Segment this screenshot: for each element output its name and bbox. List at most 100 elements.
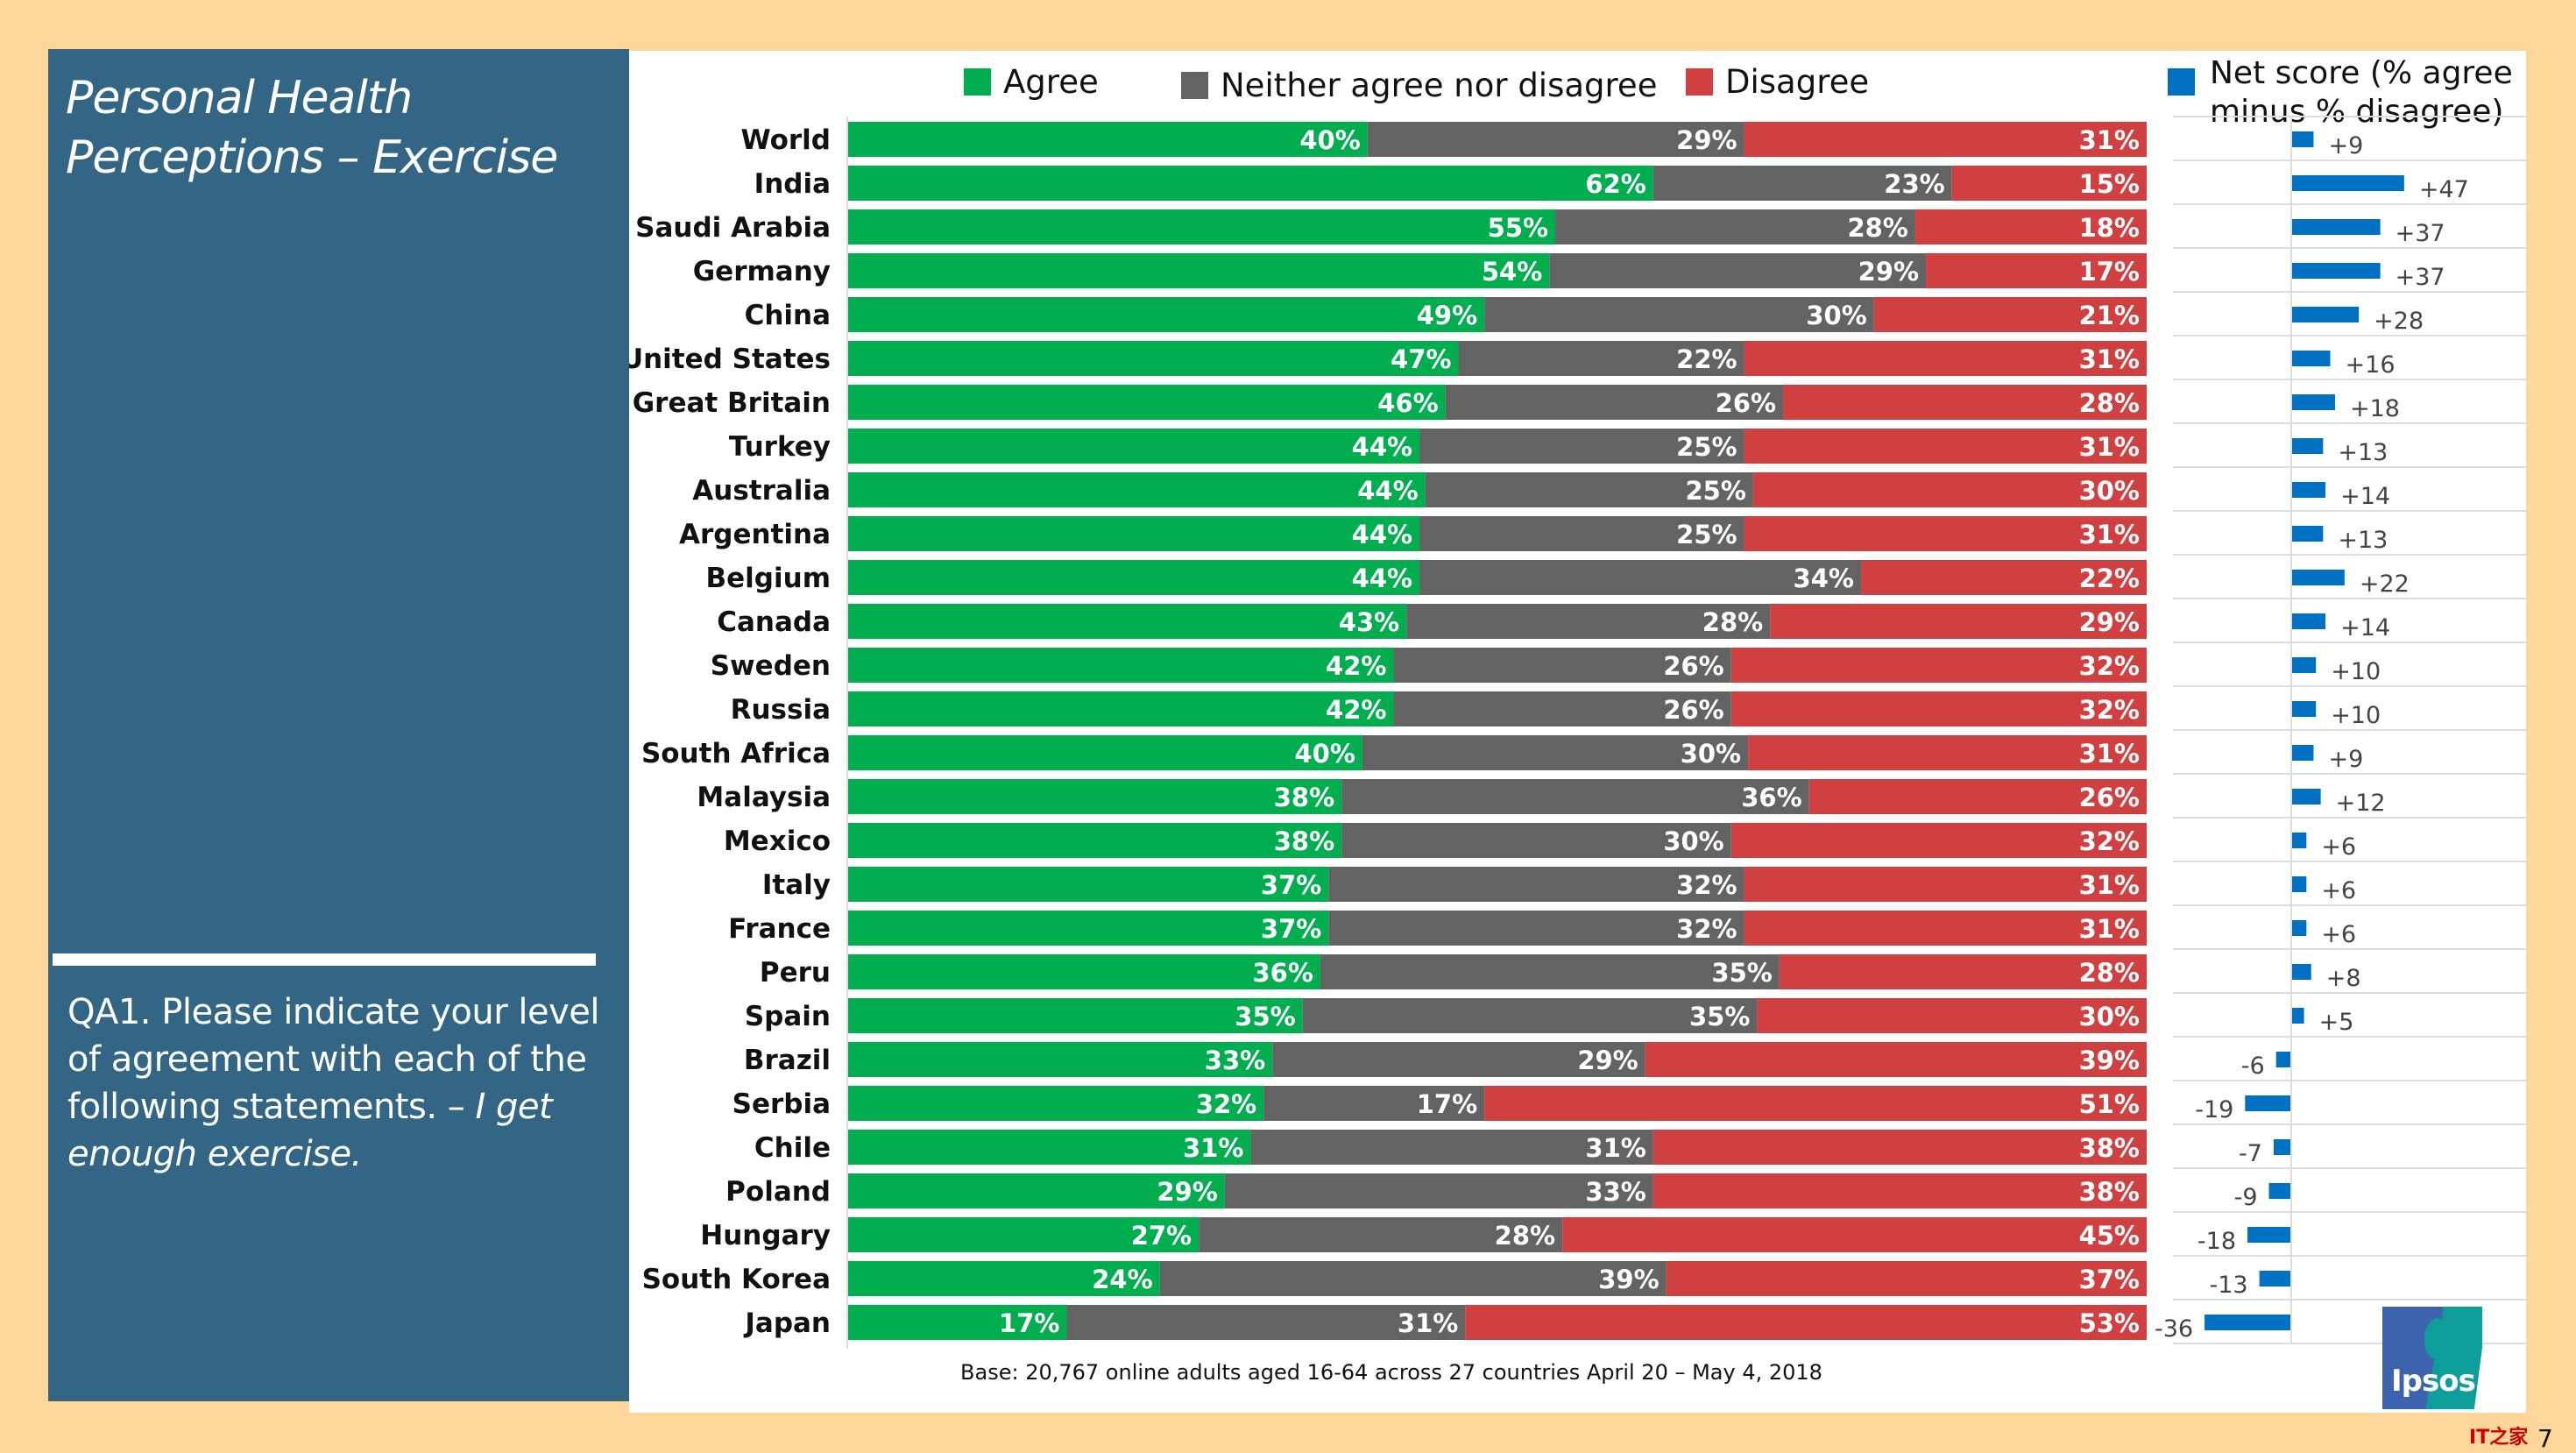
bar-segment-disagree (1779, 954, 2147, 989)
bar-segment-agree (848, 998, 1303, 1033)
bar-label-neither: 36% (1741, 783, 1801, 812)
bar-segment-agree (848, 341, 1459, 376)
bar-label-disagree: 39% (2079, 1045, 2140, 1075)
bar-segment-agree (848, 1173, 1225, 1208)
bar-segment-agree (848, 823, 1342, 858)
bar-segment-agree (848, 1261, 1160, 1296)
bar-label-disagree: 31% (2079, 520, 2140, 549)
net-label: +6 (2321, 877, 2356, 904)
bar-label-agree: 55% (1488, 213, 1548, 243)
bar-segment-neither (1393, 648, 1731, 683)
country-label: Brazil (744, 1045, 831, 1076)
bar-label-neither: 33% (1585, 1177, 1645, 1207)
bar-segment-disagree (1484, 1086, 2147, 1121)
net-bar (2292, 219, 2381, 235)
bar-label-disagree: 21% (2079, 301, 2140, 330)
bar-label-disagree: 30% (2079, 1002, 2140, 1031)
net-label: -36 (2155, 1315, 2193, 1343)
net-label: +37 (2396, 264, 2445, 291)
bar-segment-neither (1328, 867, 1744, 902)
bar-segment-agree (848, 1086, 1264, 1121)
net-label: +9 (2328, 746, 2363, 773)
legend-label-net: Net score (% agree minus % disagree) (2210, 55, 2513, 130)
country-label: Australia (692, 475, 831, 507)
net-label: -7 (2239, 1140, 2262, 1167)
question-text: QA1. Please indicate your level of agree… (67, 989, 611, 1178)
bar-label-agree: 38% (1274, 783, 1334, 812)
bar-segment-disagree (1744, 911, 2147, 946)
bar-segment-agree (848, 560, 1420, 595)
bar-segment-agree (848, 472, 1426, 507)
bar-segment-disagree (1730, 691, 2147, 726)
net-label: -18 (2197, 1228, 2236, 1255)
bar-segment-disagree (1744, 122, 2147, 157)
net-bar (2292, 438, 2324, 454)
bar-segment-disagree (1770, 604, 2147, 639)
bar-segment-disagree (1873, 297, 2147, 332)
net-label: +22 (2360, 571, 2410, 598)
net-bar (2204, 1315, 2290, 1330)
net-bar (2292, 570, 2345, 585)
net-label: +6 (2321, 921, 2356, 948)
net-label: +13 (2338, 439, 2388, 466)
bar-label-neither: 25% (1676, 432, 1737, 462)
question-statement: I get enough exercise. (67, 1087, 553, 1174)
bar-label-agree: 40% (1295, 739, 1355, 769)
country-label: Mexico (724, 826, 831, 857)
bar-label-disagree: 30% (2079, 476, 2140, 506)
net-bar (2292, 964, 2311, 980)
net-label: -19 (2195, 1096, 2233, 1123)
bar-label-agree: 46% (1377, 388, 1438, 418)
bar-segment-neither (1263, 1086, 1485, 1121)
bar-label-disagree: 45% (2079, 1221, 2140, 1251)
bar-segment-neither (1419, 560, 1861, 595)
bar-segment-neither (1341, 779, 1809, 814)
country-label: South Africa (641, 738, 831, 769)
bar-label-neither: 28% (1495, 1221, 1555, 1251)
bar-label-agree: 42% (1326, 695, 1386, 725)
country-label: Malaysia (697, 782, 831, 813)
left-info-panel: Personal Health Perceptions – Exercise Q… (48, 49, 629, 1401)
bar-label-neither: 39% (1598, 1265, 1659, 1294)
bar-segment-agree (848, 297, 1485, 332)
question-prefix: QA1. Please indicate your level of agree… (67, 992, 600, 1127)
net-bar (2292, 833, 2307, 848)
bar-segment-neither (1549, 253, 1927, 288)
net-bar (2292, 876, 2307, 892)
bar-segment-disagree (1562, 1217, 2147, 1252)
bar-segment-disagree (1748, 735, 2147, 770)
bar-segment-disagree (1744, 429, 2147, 464)
country-label: Saudi Arabia (635, 212, 831, 244)
bar-label-agree: 49% (1417, 301, 1477, 330)
bar-label-neither: 28% (1702, 607, 1763, 637)
bar-label-agree: 27% (1131, 1221, 1192, 1251)
bar-segment-neither (1555, 209, 1915, 245)
bar-segment-neither (1320, 954, 1780, 989)
net-bar (2292, 307, 2360, 322)
net-label: +16 (2346, 351, 2396, 379)
bar-label-disagree: 37% (2079, 1265, 2140, 1294)
bar-label-disagree: 31% (2079, 739, 2140, 769)
country-label: Great Britain (633, 387, 831, 419)
net-label: +18 (2350, 395, 2400, 422)
country-label: Hungary (700, 1220, 831, 1251)
bar-segment-agree (848, 516, 1420, 551)
bar-segment-disagree (1783, 385, 2147, 420)
bar-label-disagree: 38% (2079, 1177, 2140, 1207)
bar-label-neither: 31% (1398, 1308, 1458, 1338)
bar-segment-neither (1425, 472, 1753, 507)
bar-label-disagree: 31% (2079, 432, 2140, 462)
legend-swatch-agree (964, 68, 991, 96)
bar-segment-agree (848, 867, 1329, 902)
bar-label-neither: 17% (1417, 1089, 1477, 1119)
legend-label-neither: Neither agree nor disagree (1221, 67, 1658, 104)
country-label: Poland (725, 1176, 831, 1208)
bar-label-agree: 37% (1261, 870, 1321, 900)
net-bar (2292, 526, 2324, 542)
bar-segment-disagree (1914, 209, 2147, 245)
bar-segment-disagree (1652, 1173, 2147, 1208)
slide-title: Personal Health Perceptions – Exercise (66, 72, 558, 184)
bar-segment-disagree (1730, 823, 2147, 858)
bar-segment-disagree (1951, 166, 2147, 201)
bar-label-neither: 26% (1663, 695, 1723, 725)
